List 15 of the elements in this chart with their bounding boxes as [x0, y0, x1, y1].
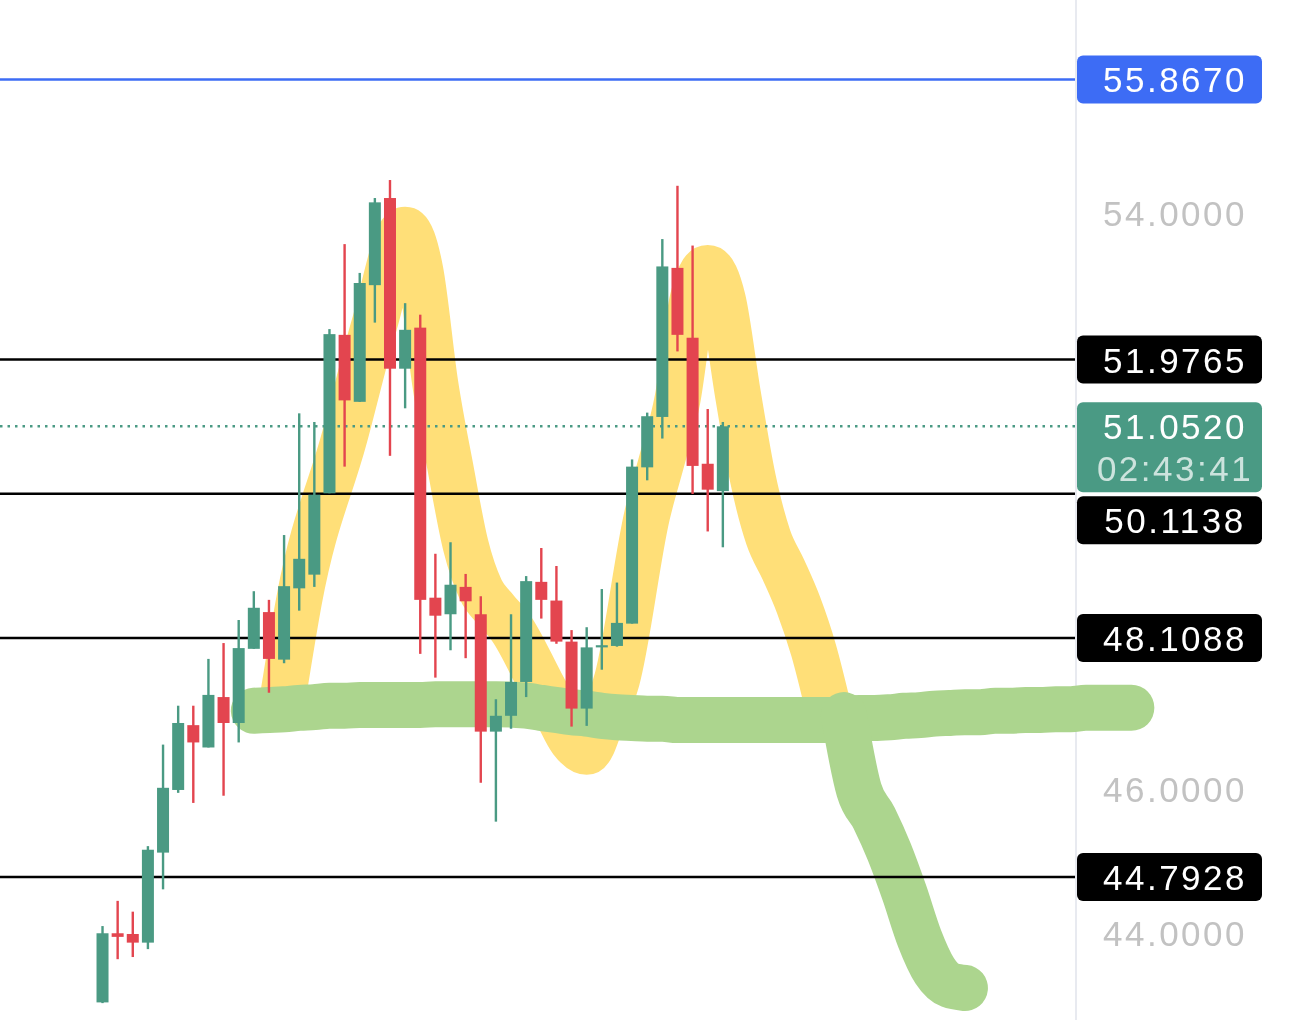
ref-line-label: 48.1088 [1102, 618, 1248, 658]
candlestick [429, 553, 442, 678]
ref-line-label: 51.9765 [1102, 340, 1248, 380]
candlestick [111, 900, 124, 960]
candlestick [444, 542, 457, 651]
candlestick [187, 705, 200, 803]
y-tick-label: 46.0000 [1102, 770, 1248, 810]
ref-line-label: 50.1138 [1104, 500, 1246, 540]
ref-line-label: 44.7928 [1102, 857, 1248, 897]
candlestick [459, 573, 472, 659]
ref-line-label: 51.0520 02:43:41 [1096, 406, 1254, 488]
ref-line-label: 55.8670 [1102, 59, 1248, 99]
y-tick-label: 44.0000 [1102, 914, 1248, 954]
candlestick [217, 643, 230, 796]
y-tick-label: 54.0000 [1102, 194, 1248, 234]
